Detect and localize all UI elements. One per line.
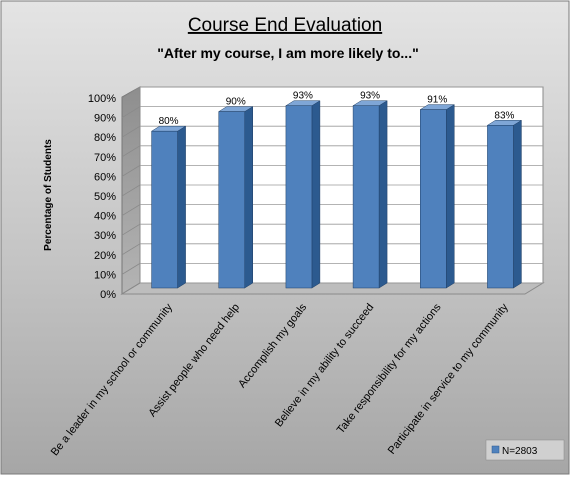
data-label: 93% [293,91,313,102]
y-tick-label: 80% [94,132,116,144]
y-tick-label: 40% [94,211,116,223]
y-tick-label: 20% [94,250,116,262]
data-labels: 80% 90% 93% 93% 91% 83% [159,91,515,127]
gridline-side [121,165,141,177]
bar-side [378,100,388,289]
bar [151,130,178,289]
gridline-side [121,243,141,256]
gridlines [121,86,543,295]
y-tick-label: 60% [94,171,116,183]
data-label: 83% [494,110,514,121]
y-tick-label: 0% [100,289,116,301]
bar [420,109,447,289]
gridline-side [121,106,141,118]
y-tick-label: 50% [94,191,116,203]
bar [487,125,514,289]
y-tick-label: 90% [94,113,116,125]
legend-swatch [491,445,500,454]
data-label: 90% [226,97,246,108]
bar-side [244,106,253,289]
bar-side [513,119,522,289]
chart-title: Course End Evaluation [188,15,382,36]
y-axis-label: Percentage of Students [43,139,54,251]
bar-side [446,104,455,289]
y-tick-label: 100% [88,93,116,105]
gridline-side [121,145,141,158]
floor [120,282,545,295]
y-tick-label: 70% [94,152,116,164]
data-label: 80% [159,116,179,127]
data-label: 93% [360,91,380,102]
gridline-side [121,223,141,236]
legend-label: N=2803 [502,446,538,457]
y-tick-label: 30% [94,230,116,242]
bar-side [311,100,321,289]
bars [150,100,523,289]
y-tick-label: 10% [94,269,116,281]
gridline-side [121,86,141,99]
gridline-side [121,204,141,216]
chart-subtitle: "After my course, I am more likely to...… [157,45,418,61]
gridline-side [121,125,141,138]
gridline-side [121,282,141,295]
gridline-side [121,184,141,197]
bar-side [177,125,186,289]
legend-box [485,439,565,461]
bar [352,105,380,289]
y-axis-ticks: 0% 10% 20% 30% 40% 50% 60% 70% 80% 90% 100% [88,93,116,301]
bar [285,105,313,289]
data-label: 91% [427,95,447,106]
gridline-side [121,263,141,275]
legend: N=2803 [485,439,565,461]
bar [218,111,245,289]
